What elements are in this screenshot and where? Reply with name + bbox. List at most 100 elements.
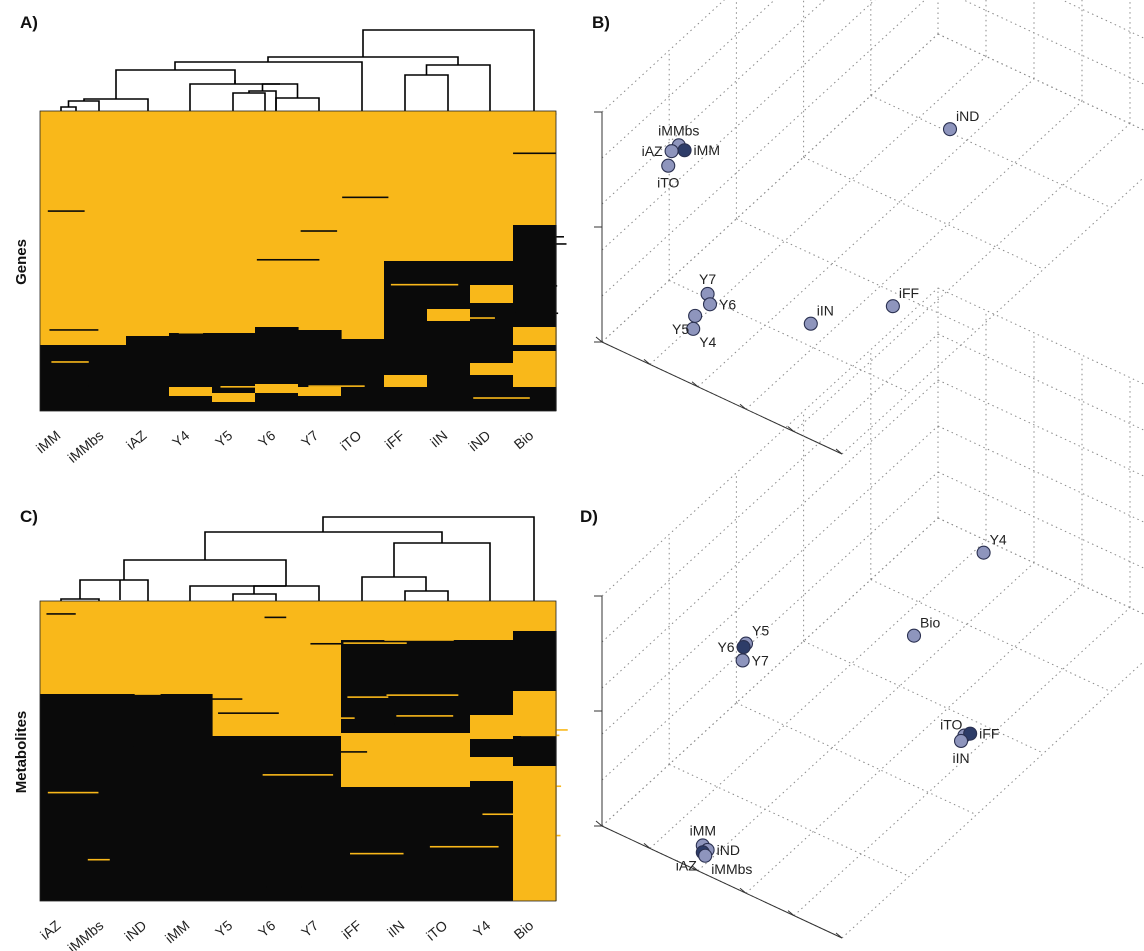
heatmap-streak bbox=[435, 317, 495, 319]
x-tick-label: iND bbox=[465, 427, 493, 454]
heatmap-streak bbox=[429, 845, 499, 848]
grid-line bbox=[649, 56, 987, 365]
grid-line bbox=[937, 471, 1144, 569]
panel-a: A) Genes iMM iMMbs iAZ Y4 Y5 Y6 Y7 iTO iFF iIN iND… bbox=[13, 13, 567, 466]
heatmap-streak bbox=[390, 283, 459, 286]
grid-line bbox=[668, 763, 910, 877]
grid-line bbox=[937, 425, 1144, 523]
heatmap-block-y5 bbox=[212, 736, 256, 901]
point-bio bbox=[906, 628, 922, 643]
grid-line bbox=[601, 0, 776, 159]
heatmap-streak bbox=[308, 385, 365, 387]
heatmap-streak bbox=[524, 729, 568, 731]
panel-c-ylabel: Metabolites bbox=[13, 711, 30, 794]
grid-line bbox=[601, 0, 826, 205]
panel-a-ylabel: Genes bbox=[13, 239, 30, 285]
x-tick-label: iMM bbox=[33, 427, 64, 456]
heatmap-streak bbox=[518, 785, 562, 788]
heatmap-streak bbox=[347, 696, 389, 698]
x-tick-label: Y5 bbox=[212, 917, 236, 940]
heatmap-streak bbox=[47, 791, 99, 794]
panel-c-tick-labels: iAZ iMMbs iND iMM Y5 Y6 Y7 iFF iIN iTO Y4 Bio bbox=[37, 917, 537, 951]
x-tick-label: iFF bbox=[382, 427, 408, 452]
x-tick-label: iFF bbox=[339, 917, 365, 942]
grid-line bbox=[938, 0, 1144, 8]
heatmap-streak bbox=[223, 204, 272, 206]
x-axis-tick bbox=[787, 426, 795, 432]
heatmap-streak bbox=[89, 154, 116, 157]
heatmap-streak bbox=[517, 834, 561, 837]
point-imm bbox=[677, 143, 692, 158]
grid-line bbox=[697, 562, 1035, 872]
x-axis-tick bbox=[739, 887, 747, 894]
heatmap-streak bbox=[513, 152, 557, 155]
point-label-iin: iIN bbox=[952, 750, 969, 766]
heatmap-streak bbox=[220, 386, 274, 388]
point-label-ind: iND bbox=[717, 842, 740, 858]
point-label-iff: iFF bbox=[979, 726, 999, 742]
grid-line bbox=[793, 607, 1131, 916]
grid-line bbox=[649, 540, 987, 849]
heatmap-streak bbox=[307, 182, 336, 184]
x-tick-label: Bio bbox=[511, 427, 537, 452]
heatmap-streak bbox=[262, 774, 334, 776]
heatmap-streaks bbox=[44, 601, 568, 888]
heatmap-band-ind-1 bbox=[470, 363, 514, 375]
heatmap-streak bbox=[138, 601, 196, 604]
panel-a-label: A) bbox=[20, 13, 38, 32]
heatmap-streak bbox=[521, 734, 560, 737]
heatmap-block-iaz bbox=[40, 694, 84, 901]
heatmap-streaks bbox=[41, 113, 567, 399]
panel-c-dendrogram bbox=[60, 516, 535, 601]
heatmap-streak bbox=[178, 331, 204, 334]
heatmap-streak bbox=[88, 385, 156, 387]
heatmap-streak bbox=[394, 723, 451, 725]
point-label-ind: iND bbox=[956, 108, 979, 124]
heatmap-streak bbox=[134, 693, 161, 695]
grid-line bbox=[937, 333, 1144, 431]
heatmap-streak bbox=[386, 694, 459, 696]
heatmap-band-bio-1 bbox=[513, 351, 557, 387]
point-label-y4: Y4 bbox=[990, 532, 1007, 548]
heatmap-streak bbox=[218, 712, 279, 714]
point-label-ito: iTO bbox=[657, 175, 679, 191]
heatmap-streak bbox=[396, 715, 454, 717]
heatmap-streak bbox=[44, 772, 101, 775]
x-tick-label: iMMbs bbox=[65, 917, 107, 951]
heatmap-block-imm bbox=[169, 694, 213, 901]
heatmap-streak bbox=[300, 230, 338, 232]
grid-line bbox=[870, 95, 1112, 209]
panel-c-heatmap bbox=[39, 600, 568, 902]
heatmap-streak bbox=[475, 186, 500, 189]
heatmap-band-y6-0 bbox=[255, 384, 299, 393]
heatmap-block-y6 bbox=[255, 327, 299, 411]
heatmap-band-bio-1 bbox=[513, 766, 557, 901]
panel-a-dendrogram bbox=[60, 29, 535, 111]
heatmap-block-iin bbox=[427, 261, 471, 411]
point-label-iin: iIN bbox=[817, 303, 834, 319]
grid-line bbox=[601, 0, 926, 297]
panel-c: C) Metabolites iAZ iMMbs iND iMM Y5 Y6 Y7 iFF iI… bbox=[13, 507, 568, 951]
heatmap-streak bbox=[346, 798, 371, 801]
heatmap-block-y4 bbox=[169, 333, 213, 411]
heatmap-streak bbox=[42, 167, 93, 170]
x-axis-tick bbox=[595, 336, 603, 343]
x-axis-tick bbox=[643, 359, 651, 365]
x-tick-label: Y7 bbox=[298, 427, 322, 450]
heatmap-streak bbox=[482, 813, 535, 816]
heatmap-streak bbox=[264, 616, 287, 619]
heatmap-streak bbox=[343, 642, 407, 644]
x-tick-label: iAZ bbox=[37, 917, 64, 943]
point-label-y5: Y5 bbox=[672, 321, 689, 337]
grid-line bbox=[803, 156, 1044, 270]
x-axis-tick bbox=[835, 932, 843, 939]
heatmap-streak bbox=[516, 285, 558, 287]
panel-b-label: B) bbox=[592, 13, 610, 32]
grid-line bbox=[601, 379, 939, 689]
point-y6 bbox=[736, 640, 751, 655]
point-label-immbs: iMMbs bbox=[711, 861, 752, 877]
x-tick-label: Y4 bbox=[169, 427, 193, 450]
heatmap-streak bbox=[51, 361, 89, 363]
